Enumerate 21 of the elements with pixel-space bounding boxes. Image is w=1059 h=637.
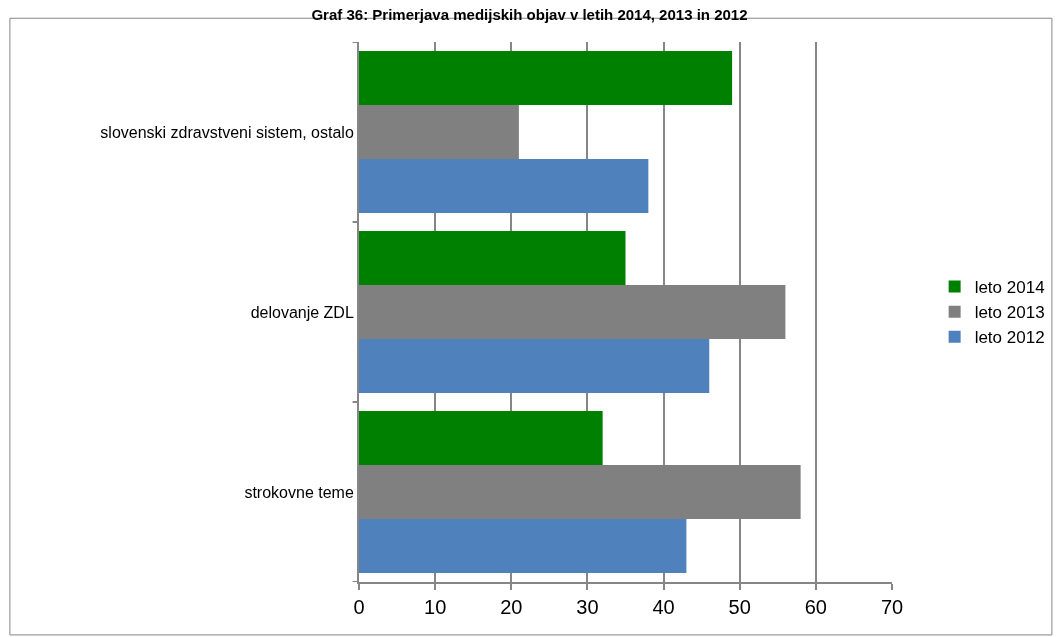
x-tick-label: 10	[424, 596, 447, 618]
legend-label: leto 2012	[974, 328, 1045, 348]
x-tick-label: 30	[576, 596, 599, 618]
bar	[359, 51, 733, 105]
bar	[359, 411, 603, 465]
legend-label: leto 2013	[974, 303, 1045, 323]
bar	[359, 231, 626, 285]
x-tick-label: 60	[804, 596, 827, 618]
x-tick-label: 40	[652, 596, 675, 618]
x-tick-label: 50	[728, 596, 751, 618]
y-tick-label: strokovne teme	[244, 483, 354, 501]
bar	[359, 159, 649, 213]
legend-label: leto 2014	[974, 278, 1045, 298]
x-tick-label: 70	[880, 596, 904, 618]
x-tick-label: 0	[353, 596, 365, 618]
chart-title: Graf 36: Primerjava medijskih objav v letih 2014, 2013 in 2012	[311, 6, 748, 24]
bar	[359, 339, 710, 393]
y-tick-label: slovenski zdravstveni sistem, ostalo	[100, 123, 354, 141]
bar	[359, 519, 687, 573]
x-tick-label: 20	[500, 596, 523, 618]
y-tick-label: delovanje ZDL	[250, 303, 354, 321]
